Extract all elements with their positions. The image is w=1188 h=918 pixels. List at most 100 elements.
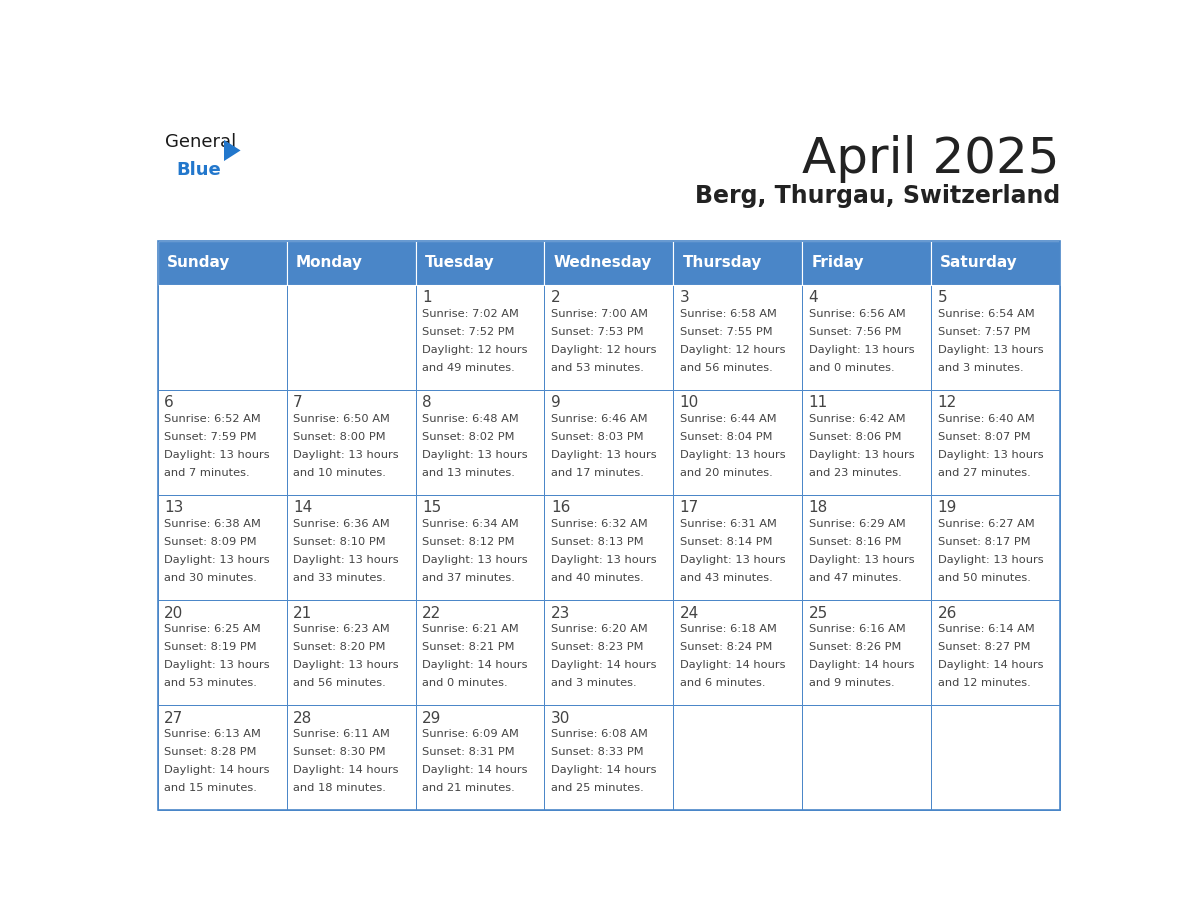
Text: Sunset: 8:13 PM: Sunset: 8:13 PM [551,537,644,547]
Bar [674,241,802,285]
Text: Daylight: 13 hours: Daylight: 13 hours [680,554,785,565]
Text: Sunrise: 6:48 AM: Sunrise: 6:48 AM [422,414,519,424]
Text: Sunrise: 6:16 AM: Sunrise: 6:16 AM [809,624,905,634]
Bar [416,285,544,390]
Text: Sunset: 8:28 PM: Sunset: 8:28 PM [164,747,257,757]
Text: Sunset: 8:00 PM: Sunset: 8:00 PM [293,431,386,442]
Text: Sunrise: 6:36 AM: Sunrise: 6:36 AM [293,519,390,529]
Text: Thursday: Thursday [682,255,762,270]
Text: Sunrise: 6:21 AM: Sunrise: 6:21 AM [422,624,519,634]
Bar [286,705,416,810]
Text: and 3 minutes.: and 3 minutes. [937,363,1023,373]
Text: Sunrise: 6:52 AM: Sunrise: 6:52 AM [164,414,261,424]
Text: Daylight: 13 hours: Daylight: 13 hours [937,554,1043,565]
Text: Daylight: 13 hours: Daylight: 13 hours [680,450,785,460]
Bar [674,495,802,599]
Text: Daylight: 13 hours: Daylight: 13 hours [422,554,527,565]
Text: Daylight: 13 hours: Daylight: 13 hours [937,345,1043,354]
Text: Sunrise: 6:27 AM: Sunrise: 6:27 AM [937,519,1035,529]
Text: Sunset: 8:30 PM: Sunset: 8:30 PM [293,747,386,757]
Text: Sunrise: 7:02 AM: Sunrise: 7:02 AM [422,308,519,319]
Text: Daylight: 12 hours: Daylight: 12 hours [551,345,656,354]
Text: Daylight: 14 hours: Daylight: 14 hours [422,765,527,775]
Bar [544,705,674,810]
Text: Sunset: 7:57 PM: Sunset: 7:57 PM [937,327,1030,337]
Text: and 18 minutes.: and 18 minutes. [293,783,386,793]
Text: and 3 minutes.: and 3 minutes. [551,677,637,688]
Bar [416,705,544,810]
Text: Sunset: 7:53 PM: Sunset: 7:53 PM [551,327,644,337]
Text: Sunset: 8:24 PM: Sunset: 8:24 PM [680,642,772,652]
Bar [416,599,544,705]
Text: Sunrise: 6:32 AM: Sunrise: 6:32 AM [551,519,647,529]
Text: Sunset: 8:10 PM: Sunset: 8:10 PM [293,537,386,547]
Text: Daylight: 14 hours: Daylight: 14 hours [551,660,656,670]
Text: 1: 1 [422,290,431,306]
Text: Daylight: 13 hours: Daylight: 13 hours [293,554,399,565]
Text: 25: 25 [809,606,828,621]
Text: and 47 minutes.: and 47 minutes. [809,573,902,583]
Text: Wednesday: Wednesday [554,255,652,270]
Bar [674,390,802,495]
Bar [802,241,931,285]
Text: 10: 10 [680,396,699,410]
Text: and 23 minutes.: and 23 minutes. [809,468,902,478]
Bar [544,390,674,495]
Text: Sunday: Sunday [166,255,230,270]
Bar [802,495,931,599]
Text: Sunset: 8:26 PM: Sunset: 8:26 PM [809,642,901,652]
Bar [544,599,674,705]
Text: 4: 4 [809,290,819,306]
Bar [286,241,416,285]
Text: Sunrise: 6:42 AM: Sunrise: 6:42 AM [809,414,905,424]
Text: Sunset: 8:20 PM: Sunset: 8:20 PM [293,642,386,652]
Text: April 2025: April 2025 [802,135,1060,183]
Text: Daylight: 14 hours: Daylight: 14 hours [293,765,398,775]
Text: Daylight: 12 hours: Daylight: 12 hours [680,345,785,354]
Text: Sunrise: 6:25 AM: Sunrise: 6:25 AM [164,624,261,634]
Text: 5: 5 [937,290,947,306]
Text: Sunrise: 6:38 AM: Sunrise: 6:38 AM [164,519,261,529]
Bar [802,285,931,390]
Bar [931,705,1060,810]
Text: 17: 17 [680,500,699,516]
Text: and 17 minutes.: and 17 minutes. [551,468,644,478]
Text: Sunrise: 6:18 AM: Sunrise: 6:18 AM [680,624,777,634]
Text: Sunset: 8:09 PM: Sunset: 8:09 PM [164,537,257,547]
Text: 20: 20 [164,606,183,621]
Text: and 56 minutes.: and 56 minutes. [293,677,386,688]
Text: Blue: Blue [176,161,221,179]
Bar [674,705,802,810]
Text: and 30 minutes.: and 30 minutes. [164,573,257,583]
Text: 7: 7 [293,396,303,410]
Text: Tuesday: Tuesday [425,255,494,270]
Text: 6: 6 [164,396,173,410]
Text: 19: 19 [937,500,956,516]
Bar [802,390,931,495]
Text: and 0 minutes.: and 0 minutes. [809,363,895,373]
Polygon shape [225,140,240,161]
Text: Sunset: 7:55 PM: Sunset: 7:55 PM [680,327,772,337]
Text: and 53 minutes.: and 53 minutes. [164,677,257,688]
Text: 13: 13 [164,500,183,516]
Bar [674,599,802,705]
Text: Sunrise: 6:31 AM: Sunrise: 6:31 AM [680,519,777,529]
Text: Sunrise: 6:11 AM: Sunrise: 6:11 AM [293,729,390,739]
Bar [674,285,802,390]
Text: Sunrise: 6:58 AM: Sunrise: 6:58 AM [680,308,777,319]
Text: 28: 28 [293,711,312,725]
Text: Daylight: 13 hours: Daylight: 13 hours [551,554,657,565]
Text: Sunset: 7:56 PM: Sunset: 7:56 PM [809,327,902,337]
Text: 16: 16 [551,500,570,516]
Text: Daylight: 14 hours: Daylight: 14 hours [164,765,270,775]
Text: Daylight: 13 hours: Daylight: 13 hours [422,450,527,460]
Text: Daylight: 13 hours: Daylight: 13 hours [937,450,1043,460]
Text: and 7 minutes.: and 7 minutes. [164,468,249,478]
Text: 3: 3 [680,290,689,306]
Bar [931,599,1060,705]
Text: Daylight: 13 hours: Daylight: 13 hours [809,345,915,354]
Text: 21: 21 [293,606,312,621]
Text: Berg, Thurgau, Switzerland: Berg, Thurgau, Switzerland [695,185,1060,208]
Text: Sunset: 8:07 PM: Sunset: 8:07 PM [937,431,1030,442]
Text: and 37 minutes.: and 37 minutes. [422,573,514,583]
